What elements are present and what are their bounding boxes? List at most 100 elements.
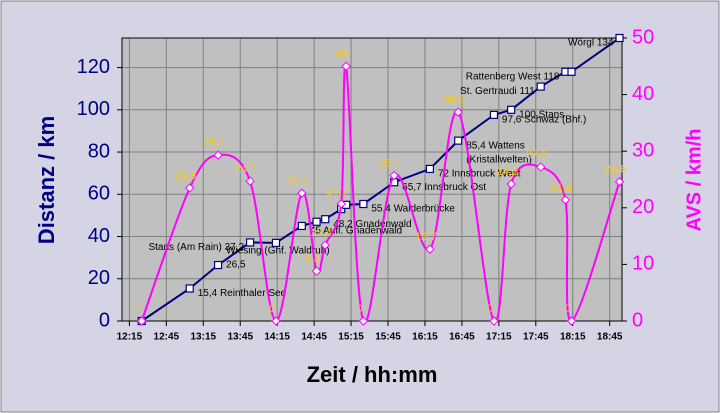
point-marker: [536, 162, 546, 172]
value-label: 12,7: [415, 231, 436, 243]
y2-tick-label: 40: [632, 83, 654, 105]
point-marker: [297, 188, 307, 198]
x-tick-label: 13:45: [227, 332, 253, 343]
point-label: Wörgl 134: [568, 38, 614, 49]
value-label: 0: [135, 303, 141, 315]
x-tick-label: 18:15: [560, 332, 586, 343]
point-label: Rattenberg West 118: [466, 71, 560, 82]
point-marker: [507, 105, 516, 114]
point-marker: [185, 284, 194, 293]
value-label: 0: [487, 303, 493, 315]
x-axis-title: Zeit / hh:mm: [307, 362, 438, 387]
point-marker: [560, 195, 571, 205]
point-label: 48,2 Gnadenwald: [333, 219, 411, 230]
y2-tick-label: 0: [632, 309, 643, 331]
point-marker: [311, 266, 322, 276]
x-tick-label: 17:45: [523, 332, 549, 343]
point-marker: [213, 150, 223, 160]
value-label: 21,4: [551, 182, 572, 194]
y-tick-label: 20: [88, 267, 110, 289]
point-marker: [425, 244, 435, 254]
value-label: 8,8: [305, 253, 320, 265]
point-marker: [389, 170, 399, 181]
point-label: 100 Stans: [519, 109, 564, 120]
y-tick-label: 100: [77, 98, 110, 120]
value-label: 45: [336, 48, 348, 60]
x-tick-label: 14:45: [301, 332, 327, 343]
value-label: 0: [269, 303, 275, 315]
y-tick-label: 40: [88, 225, 110, 247]
point-label: (Kristallwelten): [466, 154, 532, 165]
point-marker: [245, 176, 255, 186]
y2-tick-label: 10: [632, 253, 654, 275]
point-label: 26,5: [226, 260, 246, 271]
point-marker: [336, 199, 346, 209]
point-label: Wiesing (Ghf. Waldruh): [226, 246, 330, 257]
point-marker: [489, 110, 499, 119]
point-label: 15,4 Reinthaler See: [198, 288, 287, 299]
value-label: 25,7: [379, 157, 400, 169]
series-line: [141, 37, 621, 322]
point-marker: [614, 177, 625, 187]
value-label: 24,7: [235, 163, 256, 175]
value-label: 36,9: [443, 94, 464, 106]
y2-axis-title: AVS / km/h: [683, 129, 705, 232]
x-tick-label: 15:45: [375, 332, 401, 343]
value-label: 0: [356, 303, 362, 315]
point-marker: [615, 33, 624, 43]
value-label: 27,2: [526, 149, 547, 161]
point-marker: [271, 316, 281, 326]
y-tick-label: 120: [77, 56, 110, 78]
point-label: St. Gertraudi 111: [460, 86, 535, 97]
y-tick-label: 60: [88, 183, 110, 205]
point-marker: [136, 316, 147, 326]
point-marker: [213, 260, 223, 270]
x-tick-label: 15:15: [338, 332, 364, 343]
value-label: 22,6: [287, 175, 308, 187]
x-tick-label: 18:45: [597, 332, 623, 343]
point-marker: [358, 316, 369, 326]
value-label: 0: [564, 303, 570, 315]
y2-tick-label: 20: [632, 196, 654, 218]
y-tick-label: 80: [88, 140, 110, 162]
point-marker: [297, 221, 306, 231]
x-tick-label: 17:15: [486, 332, 512, 343]
value-label: 13,4: [310, 227, 331, 239]
point-marker: [454, 136, 463, 145]
point-marker: [453, 107, 463, 117]
point-label: 72 Innsbruck West: [438, 169, 521, 180]
x-tick-label: 14:15: [264, 332, 290, 343]
point-marker: [489, 316, 499, 326]
value-label: 20,7: [327, 186, 348, 198]
point-label: 85,4 Wattens: [466, 140, 525, 151]
point-marker: [312, 217, 321, 226]
point-marker: [271, 238, 281, 247]
point-marker: [185, 183, 195, 193]
x-tick-label: 12:15: [117, 332, 143, 343]
point-marker: [506, 179, 516, 189]
point-marker: [320, 240, 330, 250]
point-marker: [566, 316, 577, 326]
point-label: 97,6 Schwaz (Bhf.): [502, 115, 586, 126]
x-tick-label: 12:45: [154, 332, 180, 343]
point-marker: [341, 61, 351, 72]
y2-tick-label: 50: [632, 26, 654, 48]
y2-tick-label: 30: [632, 139, 654, 161]
y-tick-label: 0: [99, 309, 110, 331]
point-label: 65,7 Innsbruck Ost: [402, 182, 486, 193]
x-tick-label: 16:15: [412, 332, 438, 343]
value-label: 29,3: [203, 137, 224, 149]
point-marker: [536, 82, 545, 91]
x-tick-label: 13:15: [190, 332, 216, 343]
point-marker: [567, 67, 576, 76]
point-marker: [245, 238, 255, 247]
value-label: 23,5: [175, 170, 196, 182]
x-tick-label: 16:45: [449, 332, 475, 343]
point-marker: [359, 199, 368, 209]
point-label: 55,4 Walderbrücke: [371, 204, 455, 215]
plot-frame: [121, 37, 623, 322]
point-marker: [425, 164, 434, 174]
value-label: 24,2: [496, 166, 517, 178]
point-marker: [321, 215, 330, 224]
